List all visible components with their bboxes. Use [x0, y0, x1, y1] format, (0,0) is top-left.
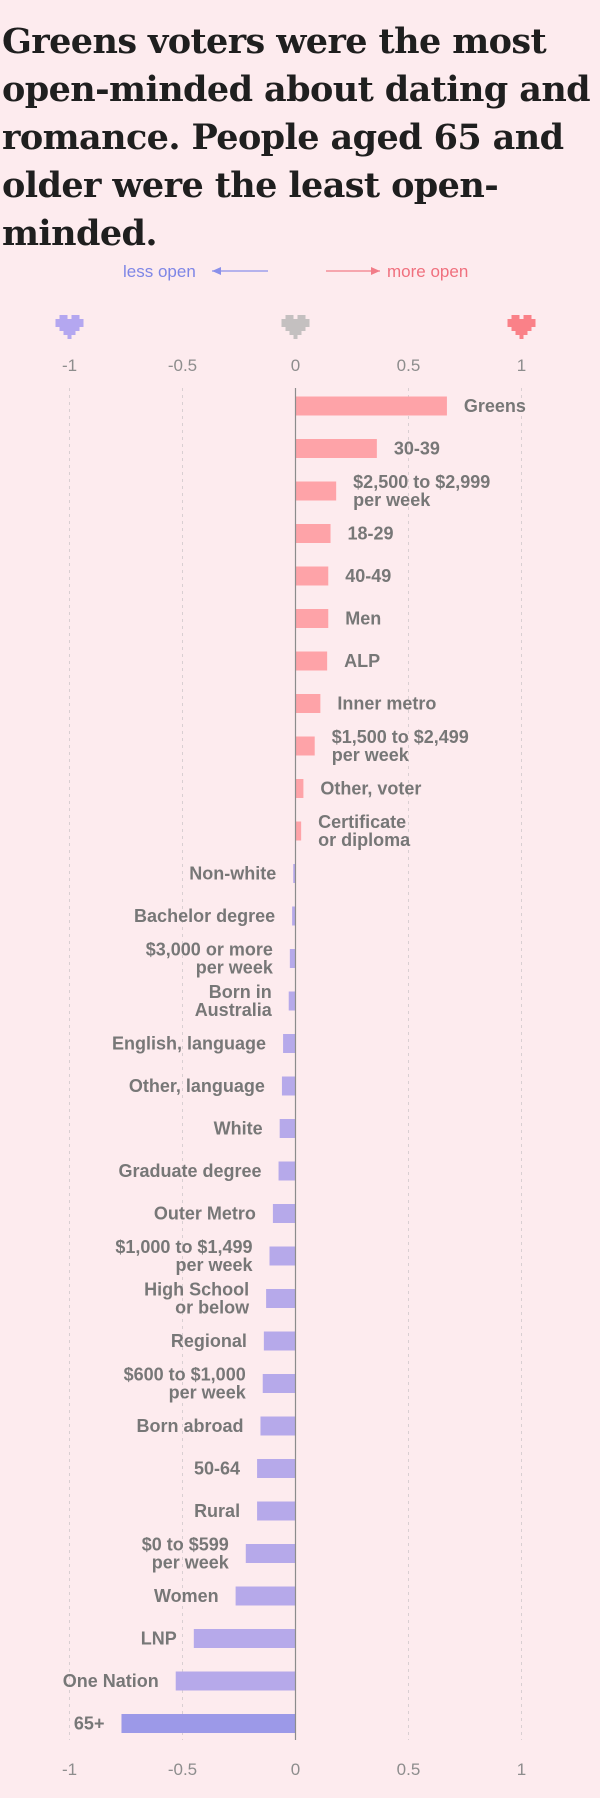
bar-label: $1,000 to $1,499 per week	[115, 1237, 253, 1275]
bar-label: Inner metro	[337, 694, 436, 714]
bar-label: $3,000 or more per week	[146, 940, 274, 978]
bar	[235, 1586, 296, 1606]
bar-label: White	[214, 1119, 263, 1139]
bar-label: Non-white	[189, 864, 276, 884]
x-axis-top-tick-label: -0.5	[168, 356, 197, 375]
bar	[257, 1501, 296, 1521]
bar	[121, 1714, 296, 1733]
heart-icon-right	[507, 315, 536, 339]
bar	[263, 1331, 296, 1351]
bar-label: 40-49	[345, 566, 391, 586]
bar	[269, 1246, 296, 1266]
bar	[295, 779, 304, 798]
bar-label: One Nation	[63, 1671, 159, 1691]
x-axis-top-tick-label: -1	[62, 356, 77, 375]
bar	[279, 1119, 296, 1138]
bar-label: ALP	[344, 651, 380, 671]
bar-label: Bachelor degree	[134, 906, 275, 926]
bar	[260, 1416, 296, 1436]
bar	[295, 396, 447, 416]
bar-label: $600 to $1,000 per week	[124, 1365, 247, 1403]
chart-header: less open more open	[123, 262, 468, 281]
bar	[175, 1671, 296, 1691]
more-open-label: more open	[387, 262, 468, 281]
bar-labels: Greens 30-39 $2,500 to $2,999 per week 18-29…	[63, 396, 526, 1734]
bar-label: Rural	[194, 1501, 240, 1521]
bars	[121, 396, 447, 1733]
bar	[295, 651, 328, 671]
bar-label: Certificate or diploma	[318, 812, 411, 850]
x-axis-bottom-tick-label: 0	[291, 1760, 300, 1779]
x-axis-top-tick-label: 0	[291, 356, 300, 375]
bar	[293, 864, 296, 883]
x-axis-ticks-top: -1 -0.5 0 0.5 1	[62, 356, 526, 375]
bar-label: Men	[345, 609, 381, 629]
x-axis-bottom-tick-label: -1	[62, 1760, 77, 1779]
bar	[295, 481, 337, 501]
arrow-left-icon	[212, 267, 268, 275]
bar-label: Other, voter	[320, 779, 421, 799]
heart-icons	[55, 315, 536, 339]
bar	[281, 1076, 296, 1096]
bar-label: 30-39	[394, 439, 440, 459]
bar-label: Greens	[464, 396, 526, 416]
bar-label: High School or below	[144, 1280, 250, 1318]
bar	[295, 736, 315, 756]
less-open-label: less open	[123, 262, 196, 281]
bar-label: 18-29	[348, 524, 394, 544]
bar	[295, 524, 331, 543]
bar	[295, 694, 321, 713]
bar-label: Women	[154, 1586, 219, 1606]
bar	[283, 1034, 296, 1053]
bar	[262, 1374, 296, 1393]
bar	[288, 991, 296, 1011]
bar	[292, 906, 296, 926]
x-axis-bottom-tick-label: 0.5	[397, 1760, 421, 1779]
bar-label: $1,500 to $2,499 per week	[332, 727, 469, 765]
bar-label: Other, language	[129, 1076, 265, 1096]
x-axis-bottom-tick-label: 1	[517, 1760, 526, 1779]
bar	[278, 1161, 296, 1181]
bar	[295, 439, 377, 458]
bar	[245, 1544, 296, 1563]
chart-title: Greens voters were the most open-minded …	[2, 21, 591, 254]
x-axis-top-tick-label: 1	[517, 356, 526, 375]
x-axis-bottom-tick-label: -0.5	[168, 1760, 197, 1779]
x-axis-ticks-bottom: -1 -0.5 0 0.5 1	[62, 1760, 526, 1779]
bar-label: Graduate degree	[118, 1161, 261, 1181]
bar-label: English, language	[112, 1034, 266, 1054]
bar-label: Outer Metro	[154, 1204, 256, 1224]
heart-icon-center	[281, 315, 310, 339]
bar	[257, 1459, 296, 1478]
bar-label: 65+	[74, 1714, 105, 1734]
arrow-right-icon	[326, 267, 380, 275]
bar	[289, 949, 296, 968]
heart-icon-left	[55, 315, 84, 339]
bar-label: Born abroad	[136, 1416, 243, 1436]
bar-label: Born in Australia	[195, 982, 273, 1020]
x-axis-top-tick-label: 0.5	[397, 356, 421, 375]
bar	[272, 1204, 296, 1223]
bar-label: Regional	[171, 1331, 247, 1351]
bar	[295, 821, 302, 841]
bar	[193, 1629, 296, 1648]
grid-lines	[69, 388, 522, 1740]
bar-label: 50-64	[194, 1459, 240, 1479]
bar	[295, 566, 329, 586]
bar-label: LNP	[141, 1629, 177, 1649]
bar	[266, 1289, 296, 1308]
bar	[295, 609, 329, 628]
bar-label: $0 to $599 per week	[142, 1535, 230, 1573]
bar-label: $2,500 to $2,999 per week	[353, 472, 490, 510]
